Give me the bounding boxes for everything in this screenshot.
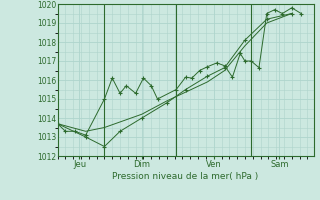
- X-axis label: Pression niveau de la mer( hPa ): Pression niveau de la mer( hPa ): [112, 172, 259, 181]
